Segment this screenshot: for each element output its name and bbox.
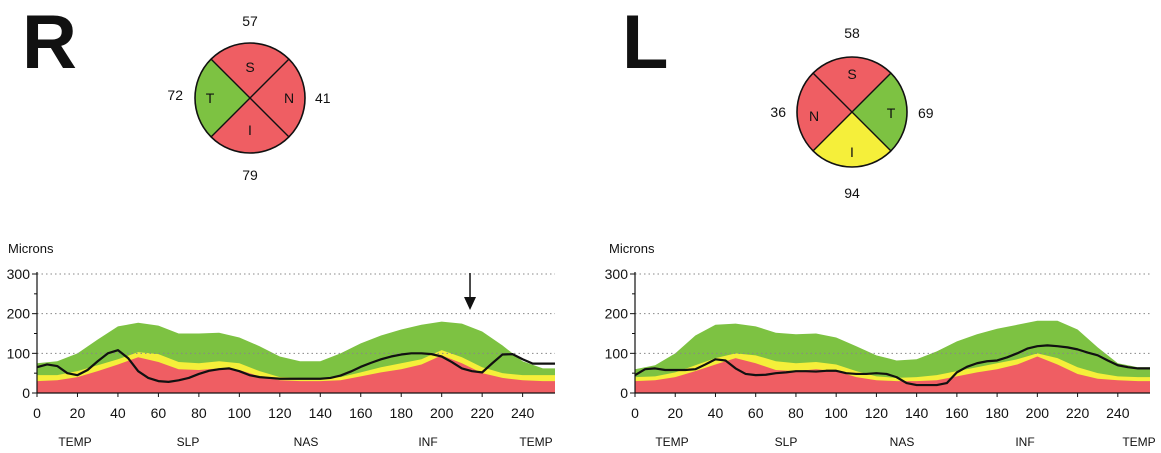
x-tick-label: 160: [945, 405, 969, 421]
region-label: SLP: [177, 435, 200, 449]
y-tick-label: 100: [605, 345, 629, 361]
y-tick-label: 300: [7, 266, 31, 282]
quadrant-value-temporal: 72: [167, 87, 183, 103]
x-tick-label: 200: [430, 405, 454, 421]
x-tick-label: 240: [511, 405, 535, 421]
quadrant-temporal: [852, 73, 907, 151]
abnormal-band: [635, 356, 1150, 393]
quadrant-label-nasal: N: [284, 90, 294, 106]
x-tick-label: 160: [349, 405, 373, 421]
rnfl-thickness-line: [634, 344, 1150, 387]
quadrant-label-temporal: T: [206, 90, 215, 106]
quadrant-label-nasal: N: [809, 108, 819, 124]
quadrant-value-inferior: 79: [242, 167, 258, 183]
quadrant-value-nasal: 41: [315, 90, 331, 106]
abnormal-band: [37, 355, 555, 393]
quadrant-outline: [796, 56, 908, 168]
x-tick-label: 100: [824, 405, 848, 421]
y-tick-label: 200: [605, 306, 629, 322]
y-tick-label: 0: [620, 385, 628, 401]
quadrant-value-superior: 57: [242, 13, 258, 29]
left-eye-panel: L S N I T 58 36 94 69 Microns 0100200300…: [605, 0, 1156, 449]
quadrant-outline: [194, 42, 306, 154]
x-tick-label: 180: [390, 405, 414, 421]
quadrant-label-superior: S: [245, 59, 254, 75]
region-label: TEMP: [1122, 435, 1155, 449]
x-tick-label: 20: [70, 405, 86, 421]
left-quadrant-circle: S N I T: [796, 56, 908, 168]
y-tick-label: 200: [7, 306, 31, 322]
quadrant-nasal: [250, 59, 305, 137]
right-tsnit-chart: Microns 0 100 200 300 0 20 40 60 80 100 120 140 160 1…: [7, 241, 555, 449]
y-tick-label: 0: [22, 385, 30, 401]
region-label: INF: [418, 435, 437, 449]
x-tick-label: 220: [1066, 405, 1090, 421]
y-tick-label: 100: [7, 345, 31, 361]
x-tick-label: 80: [788, 405, 804, 421]
x-tick-label: 140: [905, 405, 929, 421]
x-tick-label: 140: [309, 405, 333, 421]
x-tick-label: 180: [985, 405, 1009, 421]
y-axis-label: Microns: [609, 241, 655, 256]
x-tick-label: 240: [1106, 405, 1130, 421]
quadrant-value-inferior: 94: [844, 185, 860, 201]
region-label: TEMP: [519, 435, 552, 449]
left-eye-label: L: [622, 0, 668, 85]
quadrant-nasal: [797, 73, 852, 151]
quadrant-divider: [210, 58, 290, 138]
right-quadrant-circle: S N I T: [194, 42, 306, 154]
region-label: INF: [1015, 435, 1034, 449]
quadrant-inferior: [813, 112, 891, 167]
quadrant-label-superior: S: [847, 66, 856, 82]
region-label: TEMP: [58, 435, 91, 449]
quadrant-temporal: [195, 59, 250, 137]
quadrant-value-temporal: 69: [918, 105, 934, 121]
quadrant-superior: [211, 43, 289, 98]
x-tick-label: 120: [268, 405, 292, 421]
quadrant-label-inferior: I: [248, 122, 252, 138]
right-eye-panel: R S N I T 57 41 79 72 Microns 0100200300…: [7, 0, 555, 449]
x-tick-label: 200: [1026, 405, 1050, 421]
quadrant-label-temporal: T: [887, 105, 896, 121]
x-tick-label: 220: [470, 405, 494, 421]
region-label: NAS: [294, 435, 319, 449]
x-tick-label: 40: [110, 405, 126, 421]
x-tick-label: 120: [865, 405, 889, 421]
rnfl-thickness-line: [36, 349, 555, 383]
quadrant-value-nasal: 36: [770, 104, 786, 120]
x-tick-label: 100: [228, 405, 252, 421]
x-tick-label: 60: [151, 405, 167, 421]
region-label: SLP: [775, 435, 798, 449]
x-tick-label: 60: [748, 405, 764, 421]
quadrant-divider: [812, 72, 892, 152]
x-tick-label: 20: [667, 405, 683, 421]
x-tick-label: 0: [631, 405, 639, 421]
annotation-arrow-icon: [464, 297, 477, 310]
y-axis-label: Microns: [8, 241, 54, 256]
left-tsnit-chart: Microns 0 100 200 300 0 20 40 60 80 100 120 140 160 1…: [605, 241, 1156, 449]
quadrant-value-superior: 58: [844, 25, 860, 41]
x-tick-label: 40: [708, 405, 724, 421]
quadrant-superior: [813, 57, 891, 112]
region-label: NAS: [890, 435, 915, 449]
region-label: TEMP: [655, 435, 688, 449]
y-tick-label: 300: [605, 266, 629, 282]
quadrant-inferior: [211, 98, 289, 153]
right-eye-label: R: [22, 0, 77, 85]
quadrant-label-inferior: I: [850, 144, 854, 160]
x-tick-label: 80: [191, 405, 207, 421]
x-tick-label: 0: [33, 405, 41, 421]
